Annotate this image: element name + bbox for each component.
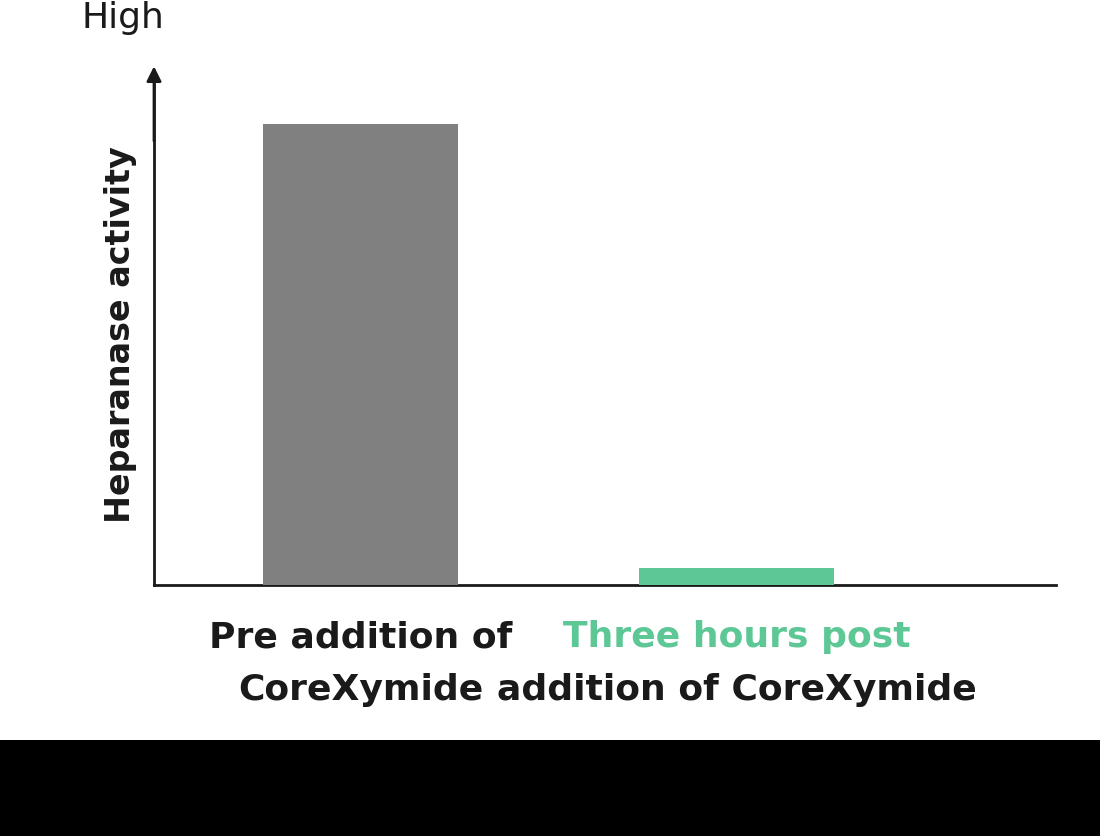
Bar	[263, 124, 459, 585]
Text: Three hours post: Three hours post	[563, 620, 911, 655]
Text: High: High	[81, 2, 165, 35]
Text: CoreXymide: CoreXymide	[238, 673, 483, 707]
Text: addition of CoreXymide: addition of CoreXymide	[497, 673, 977, 707]
Text: Pre addition of: Pre addition of	[209, 620, 513, 655]
Bar	[639, 568, 834, 585]
Y-axis label: Heparanase activity: Heparanase activity	[104, 146, 138, 522]
